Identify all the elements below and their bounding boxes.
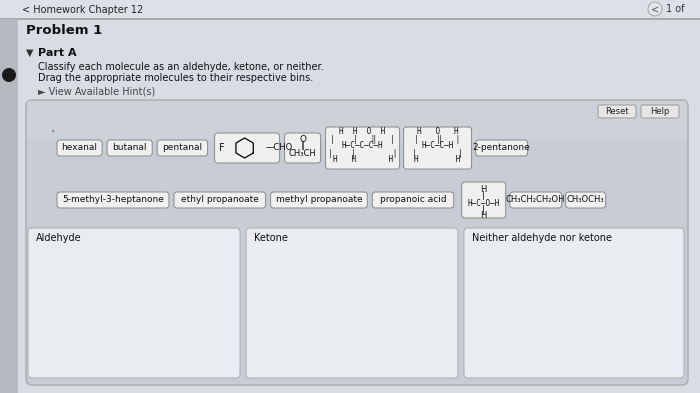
Text: ► View Available Hint(s): ► View Available Hint(s) — [38, 86, 155, 96]
Text: Ketone: Ketone — [254, 233, 288, 243]
Text: Reset: Reset — [606, 108, 629, 116]
Bar — [0, 18, 700, 19]
FancyBboxPatch shape — [566, 192, 606, 208]
FancyBboxPatch shape — [510, 192, 561, 208]
Text: H–C–C–H: H–C–C–H — [421, 141, 454, 151]
Text: pentanal: pentanal — [162, 143, 202, 152]
FancyBboxPatch shape — [57, 140, 102, 156]
FancyBboxPatch shape — [598, 105, 636, 118]
Text: <: < — [651, 4, 659, 14]
FancyBboxPatch shape — [462, 182, 505, 218]
Text: H–C–C–C–H: H–C–C–C–H — [342, 141, 384, 151]
Text: Neither aldehyde nor ketone: Neither aldehyde nor ketone — [472, 233, 612, 243]
Text: H   O   H: H O H — [416, 127, 459, 136]
Text: Help: Help — [650, 108, 670, 116]
Text: Problem 1: Problem 1 — [26, 24, 102, 37]
Text: < Homework Chapter 12: < Homework Chapter 12 — [22, 5, 144, 15]
Text: |    |        |: | | | — [328, 149, 398, 158]
Text: CH₃OCH₃: CH₃OCH₃ — [567, 195, 605, 204]
Text: |: | — [482, 204, 485, 213]
Text: ‖: ‖ — [301, 141, 304, 149]
Text: propanoic acid: propanoic acid — [379, 195, 447, 204]
Text: butanal: butanal — [113, 143, 147, 152]
FancyBboxPatch shape — [326, 127, 400, 169]
FancyBboxPatch shape — [372, 192, 454, 208]
FancyBboxPatch shape — [28, 228, 240, 378]
FancyBboxPatch shape — [215, 133, 279, 163]
Circle shape — [2, 68, 16, 82]
Text: 5-methyl-3-heptanone: 5-methyl-3-heptanone — [62, 195, 164, 204]
FancyBboxPatch shape — [107, 140, 152, 156]
Text: H   H       H: H H H — [332, 156, 393, 165]
FancyBboxPatch shape — [464, 228, 684, 378]
FancyBboxPatch shape — [475, 140, 528, 156]
Text: ethyl propanoate: ethyl propanoate — [181, 195, 259, 204]
FancyBboxPatch shape — [26, 100, 688, 385]
FancyBboxPatch shape — [158, 140, 208, 156]
Circle shape — [648, 2, 662, 16]
Text: H–C–O–H: H–C–O–H — [468, 198, 500, 208]
Text: ·: · — [50, 125, 55, 139]
FancyBboxPatch shape — [404, 127, 472, 169]
Text: |         |: | | — [412, 149, 463, 158]
Text: CH₃CH: CH₃CH — [288, 149, 316, 158]
Text: O: O — [299, 134, 306, 143]
Bar — [27, 101, 687, 141]
FancyBboxPatch shape — [641, 105, 679, 118]
Text: F: F — [218, 143, 224, 153]
Text: Drag the appropriate molecules to their respective bins.: Drag the appropriate molecules to their … — [38, 73, 314, 83]
FancyBboxPatch shape — [285, 133, 321, 163]
FancyBboxPatch shape — [174, 192, 265, 208]
Text: H  H  O  H: H H O H — [340, 127, 386, 136]
FancyBboxPatch shape — [246, 228, 458, 378]
Text: H: H — [480, 184, 487, 193]
Text: |: | — [482, 191, 485, 200]
Text: 1 of: 1 of — [666, 4, 685, 14]
Text: Part A: Part A — [38, 48, 76, 58]
Bar — [0, 0, 700, 18]
Text: |    ‖   |: | ‖ | — [414, 134, 461, 143]
Text: —CHO: —CHO — [265, 143, 293, 152]
FancyBboxPatch shape — [57, 192, 169, 208]
Text: Aldehyde: Aldehyde — [36, 233, 82, 243]
Text: methyl propanoate: methyl propanoate — [276, 195, 363, 204]
Text: H        H: H H — [414, 156, 461, 165]
Text: ▼: ▼ — [26, 48, 34, 58]
Text: |    |   ‖   |: | | ‖ | — [330, 134, 395, 143]
Text: Classify each molecule as an aldehyde, ketone, or neither.: Classify each molecule as an aldehyde, k… — [38, 62, 323, 72]
Text: H: H — [480, 211, 487, 220]
Bar — [18, 19, 700, 20]
Bar — [0, 19, 18, 393]
Text: CH₃CH₂CH₂OH: CH₃CH₂CH₂OH — [506, 195, 566, 204]
Text: hexanal: hexanal — [62, 143, 97, 152]
Text: 2-pentanone: 2-pentanone — [473, 143, 531, 152]
FancyBboxPatch shape — [271, 192, 368, 208]
